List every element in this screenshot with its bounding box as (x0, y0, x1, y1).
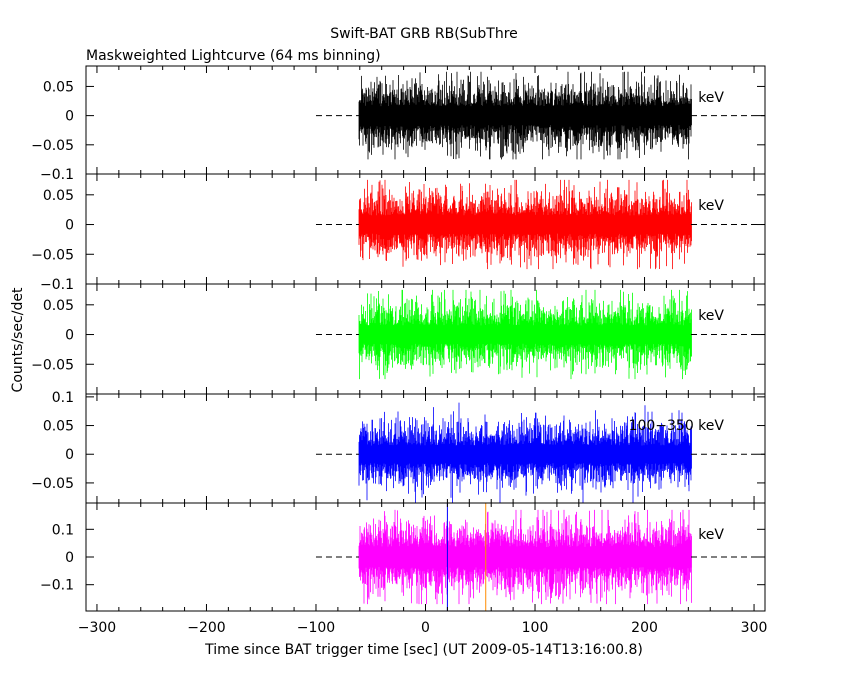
y-tick-label-panel-4-1: 0.05 (43, 419, 74, 435)
y-tick-label-panel-1-0: 0.05 (43, 79, 74, 95)
series-panel-4-signal (358, 402, 692, 503)
band-label-panel-4: 100−350 keV (629, 418, 725, 434)
y-tick-label-panel-1-2: −0.05 (31, 138, 74, 154)
y-tick-label-panel-5-2: −0.1 (40, 578, 74, 594)
y-axis-label: Counts/sec/det (10, 287, 26, 392)
series-panel-5-signal (358, 509, 692, 605)
y-tick-label-panel-3-2: −0.05 (31, 357, 74, 373)
y-tick-label-panel-3-1: 0 (65, 328, 74, 344)
x-tick-label-3: 0 (421, 620, 430, 636)
x-tick-label-2: −100 (297, 620, 335, 636)
y-tick-label-panel-1-1: 0 (65, 109, 74, 125)
series-panel-1-signal (358, 71, 692, 160)
x-axis: −300 −200 −100 0 100 200 300 (78, 620, 768, 636)
x-tick-label-6: 300 (741, 620, 768, 636)
x-axis-label: Time since BAT trigger time [sec] (UT 20… (204, 642, 643, 658)
band-label-panel-5: keV (698, 527, 724, 543)
x-tick-label-1: −200 (187, 620, 225, 636)
y-tick-label-panel-2-0: 0.05 (43, 188, 74, 204)
band-label-panel-1: keV (698, 90, 724, 106)
x-tick-label-5: 200 (631, 620, 658, 636)
y-tick-label-panel-4-0: 0.1 (52, 390, 74, 406)
y-tick-label-panel-2-1: 0 (65, 218, 74, 234)
chart-subtitle: Maskweighted Lightcurve (64 ms binning) (86, 48, 381, 64)
panels-group: 0.05 0 −0.05 −0.1 keV 0.05 0 −0.05 −0.1 keV 0.05 0 −… (31, 65, 766, 612)
panel-4: 0.1 0.05 0 −0.05 100−350 keV (31, 390, 766, 504)
x-tick-label-0: −300 (78, 620, 116, 636)
chart-title: Swift-BAT GRB RB(SubThre (330, 26, 518, 42)
panel-3: 0.05 0 −0.05 keV (31, 283, 766, 395)
series-panel-2-signal (358, 179, 692, 270)
y-tick-label-panel-1-3: −0.1 (40, 167, 74, 183)
y-tick-label-panel-2-3: −0.1 (40, 277, 74, 293)
y-tick-label-panel-5-1: 0 (65, 550, 74, 566)
y-tick-label-panel-5-0: 0.1 (52, 522, 74, 538)
y-tick-label-panel-2-2: −0.05 (31, 247, 74, 263)
y-tick-label-panel-4-2: 0 (65, 447, 74, 463)
panel-1: 0.05 0 −0.05 −0.1 keV (31, 65, 766, 183)
series-panel-3-signal (358, 289, 692, 380)
panel-5: 0.1 0 −0.1 keV (40, 502, 766, 612)
x-tick-label-4: 100 (522, 620, 549, 636)
y-tick-label-panel-4-3: −0.05 (31, 476, 74, 492)
panel-2: 0.05 0 −0.05 −0.1 keV (31, 173, 766, 293)
band-label-panel-2: keV (698, 198, 724, 214)
y-tick-label-panel-3-0: 0.05 (43, 298, 74, 314)
band-label-panel-3: keV (698, 308, 724, 324)
